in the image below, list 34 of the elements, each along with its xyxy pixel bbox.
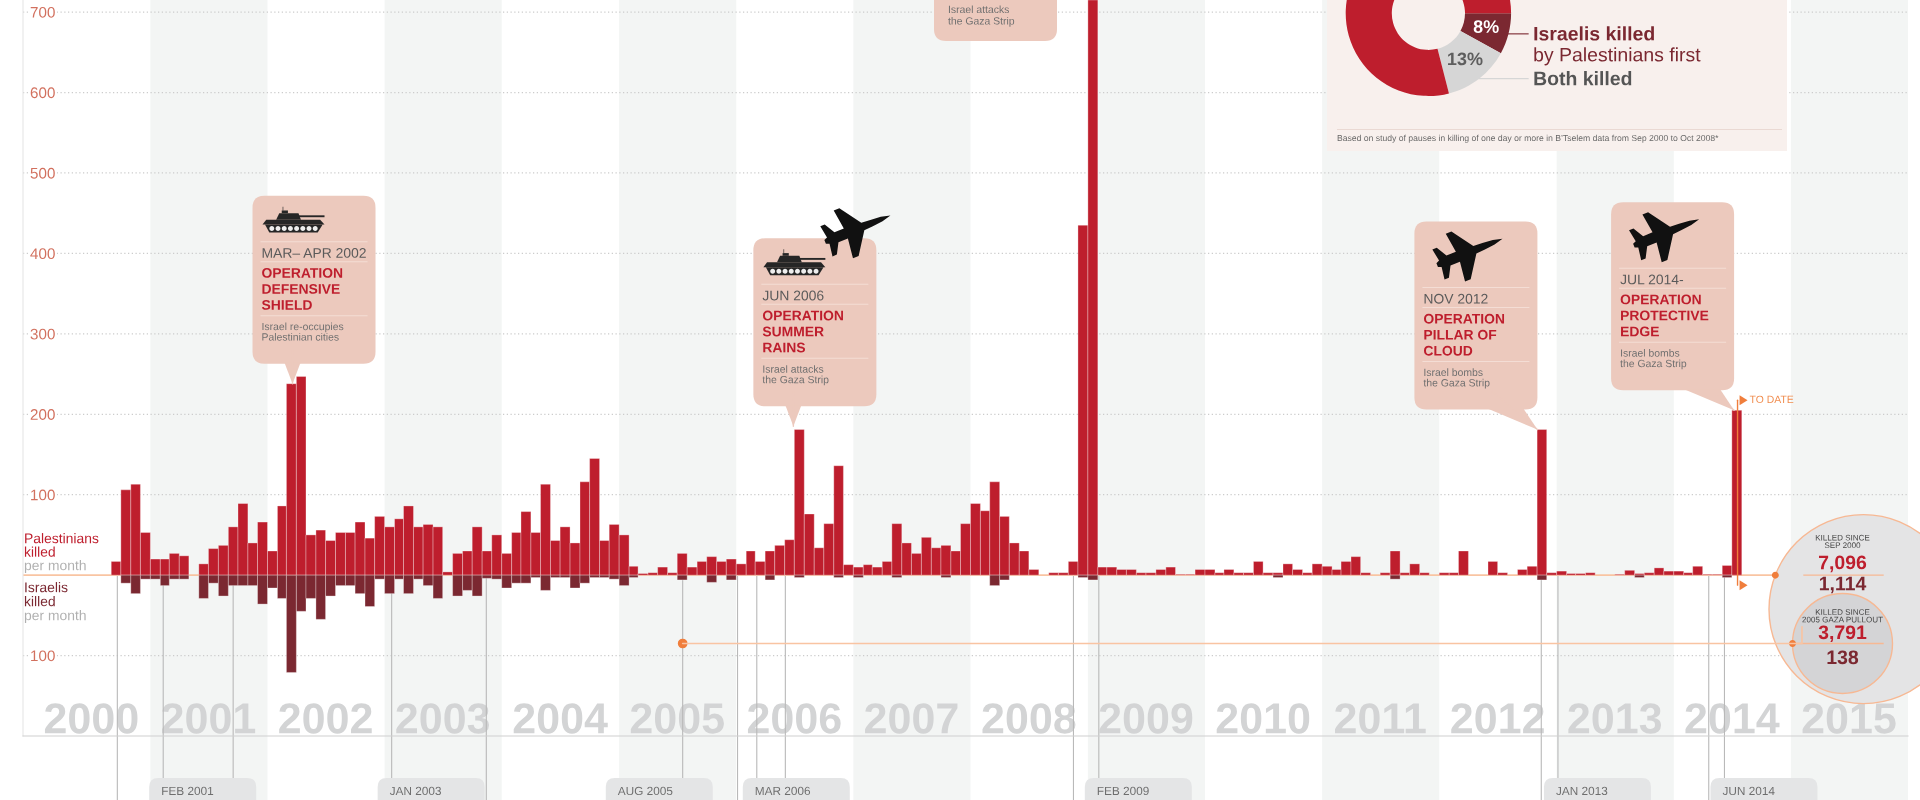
annotation: TO DATE (1749, 395, 1794, 404)
data-label: 8% (1473, 20, 1499, 33)
y-tick-label: 600 (30, 87, 55, 99)
y-tick-label: 300 (30, 328, 55, 340)
annotation: Based on study of pauses in killing of one day or more in B’Tselem data from Sep 2000 to Oct 2008* (1337, 134, 1719, 143)
y-tick-label: 100 (31, 650, 55, 662)
annotation: 1,114 (1819, 576, 1867, 594)
y-tick-label: 700 (30, 6, 55, 18)
ref-line-label: JAN 2013 (1556, 786, 1608, 796)
text: Israelis killed per month (24, 582, 86, 624)
slice-label: Both killed (1534, 71, 1632, 86)
annotation: NOV 2012 OPERATION PILLAR OF CLOUD Israel bombs the Gaza Strip (1423, 293, 1505, 389)
annotation: KILLED SINCE 2005 GAZA PULLOUT (1802, 609, 1883, 623)
ref-line-label: JAN 2003 (389, 786, 441, 796)
y-tick-label: 400 (30, 248, 55, 260)
y-tick-label: 500 (30, 167, 55, 179)
annotation: KILLED SINCE SEP 2000 (1815, 534, 1870, 549)
annotation: Israel attacks the Gaza Strip (948, 5, 1015, 27)
ref-line-label: AUG 2005 (617, 786, 673, 796)
annotation: JUL 2014- OPERATION PROTECTIVE EDGE Israel bombs the Gaza Strip (1620, 274, 1709, 370)
annotation: JUN 2006 OPERATION SUMMER RAINS Israel attacks the Gaza Strip (762, 290, 843, 386)
data-label: 13% (1448, 52, 1483, 66)
ref-line-label: FEB 2001 (162, 786, 214, 796)
ref-line-label: MAR 2006 (755, 786, 811, 796)
annotation: 138 (1827, 650, 1859, 665)
ref-line-label: FEB 2009 (1097, 786, 1149, 796)
series-label: Palestinians killed per month (24, 533, 99, 574)
y-tick-label: 200 (30, 409, 55, 420)
ref-line-label: JUN 2014 (1722, 786, 1775, 796)
annotation: MAR– APR 2002 OPERATION DEFENSIVE SHIELD Israel re-occupies Palestinian cities (261, 247, 366, 341)
annotation: 7,096 (1819, 555, 1867, 573)
slice-label: Israelis killed by Palestinians first (1534, 26, 1701, 66)
annotation: 3,791 (1818, 625, 1867, 643)
y-tick-label: 100 (31, 489, 55, 501)
